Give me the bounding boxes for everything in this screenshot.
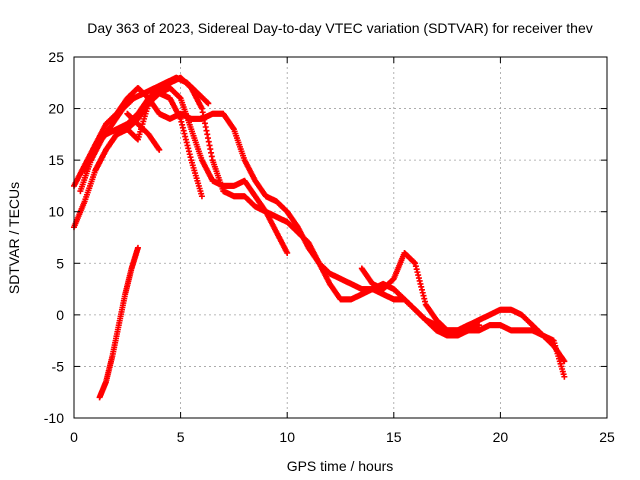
y-tick-label: -5 bbox=[52, 358, 65, 374]
y-tick-label: -10 bbox=[44, 410, 64, 426]
data-point bbox=[198, 193, 205, 200]
x-tick-label: 20 bbox=[493, 429, 509, 445]
x-tick-label: 10 bbox=[279, 429, 295, 445]
x-tick-label: 15 bbox=[386, 429, 402, 445]
data-point bbox=[284, 249, 291, 256]
y-tick-label: 15 bbox=[48, 152, 64, 168]
y-tick-label: 10 bbox=[48, 204, 64, 220]
grid-lines bbox=[74, 57, 607, 418]
x-axis-label: GPS time / hours bbox=[287, 458, 394, 474]
y-axis-label: SDTVAR / TECUs bbox=[6, 182, 22, 294]
series-track-5 bbox=[96, 244, 141, 401]
y-tick-label: 5 bbox=[56, 255, 64, 271]
series-track-6 bbox=[92, 90, 205, 200]
x-tick-label: 25 bbox=[599, 429, 615, 445]
series-track-7 bbox=[124, 110, 163, 153]
y-tick-label: 25 bbox=[48, 49, 64, 65]
data-points bbox=[71, 74, 568, 401]
data-point bbox=[156, 146, 163, 153]
series-track-8 bbox=[358, 249, 483, 334]
data-point bbox=[134, 244, 141, 251]
series-track-4 bbox=[77, 74, 212, 195]
y-tick-label: 20 bbox=[48, 101, 64, 117]
y-tick-label: 0 bbox=[56, 307, 64, 323]
data-point bbox=[561, 373, 568, 380]
x-tick-label: 0 bbox=[70, 429, 78, 445]
data-point bbox=[205, 100, 212, 107]
x-tick-label: 5 bbox=[177, 429, 185, 445]
plot-frame bbox=[73, 56, 608, 419]
data-point bbox=[476, 322, 483, 329]
series-track-3 bbox=[81, 84, 568, 380]
chart-title: Day 363 of 2023, Sidereal Day-to-day VTE… bbox=[87, 20, 593, 36]
axis-ticks: 0 5 10 15 20 25 -10 -5 0 5 10 15 20 25 bbox=[44, 49, 615, 445]
